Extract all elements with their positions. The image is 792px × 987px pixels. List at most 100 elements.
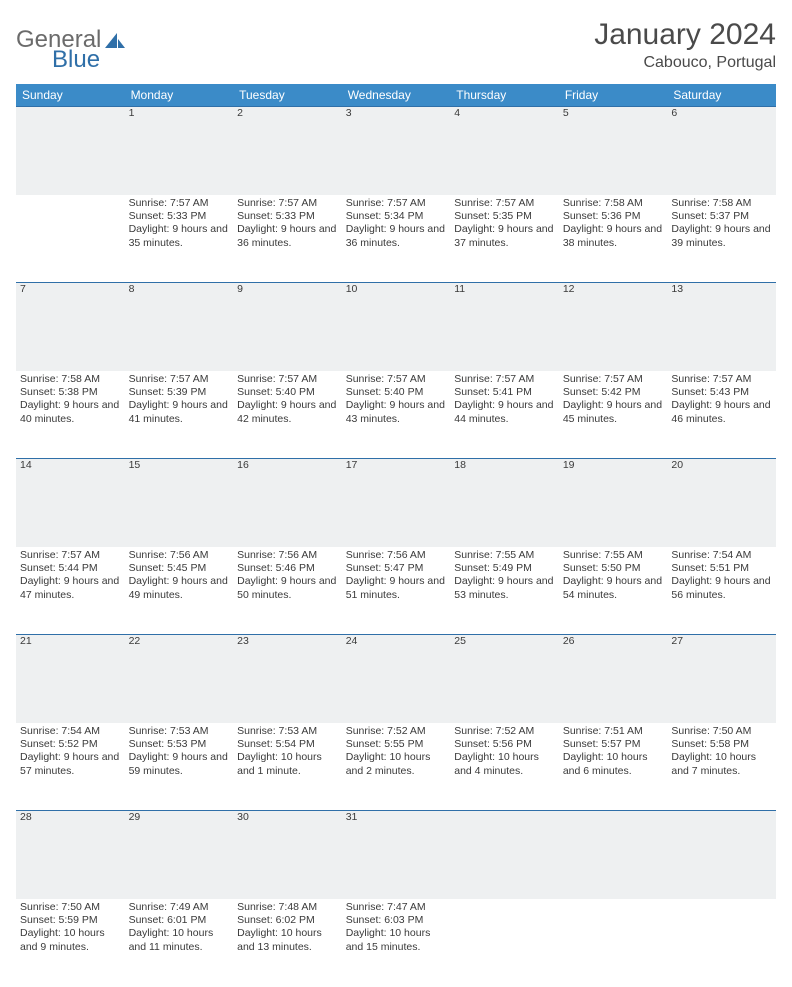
sunrise-text: Sunrise: 7:56 AM (346, 549, 447, 562)
sunrise-text: Sunrise: 7:52 AM (454, 725, 555, 738)
day-number: 6 (667, 107, 776, 195)
day-cell: Sunrise: 7:57 AMSunset: 5:35 PMDaylight:… (450, 195, 559, 283)
day-content-row: Sunrise: 7:57 AMSunset: 5:44 PMDaylight:… (16, 547, 776, 635)
daylight-text: Daylight: 10 hours and 11 minutes. (129, 927, 230, 954)
day-number: 7 (16, 283, 125, 371)
weekday-header: Thursday (450, 84, 559, 107)
daylight-text: Daylight: 9 hours and 38 minutes. (563, 223, 664, 250)
sunset-text: Sunset: 5:47 PM (346, 562, 447, 575)
day-cell: Sunrise: 7:57 AMSunset: 5:39 PMDaylight:… (125, 371, 234, 459)
day-cell: Sunrise: 7:58 AMSunset: 5:38 PMDaylight:… (16, 371, 125, 459)
day-cell: Sunrise: 7:56 AMSunset: 5:45 PMDaylight:… (125, 547, 234, 635)
daylight-text: Daylight: 10 hours and 6 minutes. (563, 751, 664, 778)
sunset-text: Sunset: 6:03 PM (346, 914, 447, 927)
day-cell: Sunrise: 7:50 AMSunset: 5:58 PMDaylight:… (667, 723, 776, 811)
sunset-text: Sunset: 5:46 PM (237, 562, 338, 575)
day-number: 19 (559, 459, 668, 547)
sunset-text: Sunset: 5:57 PM (563, 738, 664, 751)
day-number: 1 (125, 107, 234, 195)
day-cell: Sunrise: 7:56 AMSunset: 5:47 PMDaylight:… (342, 547, 451, 635)
day-number: 31 (342, 811, 451, 899)
sunset-text: Sunset: 6:02 PM (237, 914, 338, 927)
day-number: 27 (667, 635, 776, 723)
sunset-text: Sunset: 5:33 PM (237, 210, 338, 223)
day-number: 24 (342, 635, 451, 723)
day-cell: Sunrise: 7:47 AMSunset: 6:03 PMDaylight:… (342, 899, 451, 987)
day-number: 2 (233, 107, 342, 195)
day-cell: Sunrise: 7:56 AMSunset: 5:46 PMDaylight:… (233, 547, 342, 635)
day-cell: Sunrise: 7:58 AMSunset: 5:37 PMDaylight:… (667, 195, 776, 283)
sunrise-text: Sunrise: 7:47 AM (346, 901, 447, 914)
daylight-text: Daylight: 10 hours and 4 minutes. (454, 751, 555, 778)
day-number-row: 14151617181920 (16, 459, 776, 547)
day-number: 8 (125, 283, 234, 371)
daylight-text: Daylight: 9 hours and 42 minutes. (237, 399, 338, 426)
day-cell: Sunrise: 7:57 AMSunset: 5:34 PMDaylight:… (342, 195, 451, 283)
sunrise-text: Sunrise: 7:57 AM (454, 197, 555, 210)
daylight-text: Daylight: 9 hours and 50 minutes. (237, 575, 338, 602)
title-block: January 2024 Cabouco, Portugal (594, 18, 776, 72)
daylight-text: Daylight: 9 hours and 41 minutes. (129, 399, 230, 426)
sunset-text: Sunset: 5:58 PM (671, 738, 772, 751)
day-number: 25 (450, 635, 559, 723)
day-number: 23 (233, 635, 342, 723)
sunrise-text: Sunrise: 7:54 AM (671, 549, 772, 562)
day-number: 20 (667, 459, 776, 547)
daylight-text: Daylight: 9 hours and 39 minutes. (671, 223, 772, 250)
sunrise-text: Sunrise: 7:57 AM (671, 373, 772, 386)
daylight-text: Daylight: 9 hours and 53 minutes. (454, 575, 555, 602)
day-cell: Sunrise: 7:54 AMSunset: 5:52 PMDaylight:… (16, 723, 125, 811)
daylight-text: Daylight: 9 hours and 47 minutes. (20, 575, 121, 602)
daylight-text: Daylight: 9 hours and 43 minutes. (346, 399, 447, 426)
day-cell: Sunrise: 7:50 AMSunset: 5:59 PMDaylight:… (16, 899, 125, 987)
daylight-text: Daylight: 9 hours and 54 minutes. (563, 575, 664, 602)
sunrise-text: Sunrise: 7:57 AM (563, 373, 664, 386)
weekday-header-row: Sunday Monday Tuesday Wednesday Thursday… (16, 84, 776, 107)
sunrise-text: Sunrise: 7:56 AM (237, 549, 338, 562)
daylight-text: Daylight: 10 hours and 9 minutes. (20, 927, 121, 954)
day-cell: Sunrise: 7:55 AMSunset: 5:50 PMDaylight:… (559, 547, 668, 635)
sunrise-text: Sunrise: 7:49 AM (129, 901, 230, 914)
weekday-header: Monday (125, 84, 234, 107)
sunrise-text: Sunrise: 7:55 AM (454, 549, 555, 562)
location: Cabouco, Portugal (594, 54, 776, 72)
sunset-text: Sunset: 5:39 PM (129, 386, 230, 399)
daylight-text: Daylight: 9 hours and 46 minutes. (671, 399, 772, 426)
day-number: 28 (16, 811, 125, 899)
day-cell: Sunrise: 7:49 AMSunset: 6:01 PMDaylight:… (125, 899, 234, 987)
sunset-text: Sunset: 5:59 PM (20, 914, 121, 927)
sunrise-text: Sunrise: 7:50 AM (671, 725, 772, 738)
day-number: 22 (125, 635, 234, 723)
sunset-text: Sunset: 5:43 PM (671, 386, 772, 399)
day-number (667, 811, 776, 899)
sunrise-text: Sunrise: 7:57 AM (237, 373, 338, 386)
sunrise-text: Sunrise: 7:58 AM (671, 197, 772, 210)
sunrise-text: Sunrise: 7:53 AM (237, 725, 338, 738)
sunset-text: Sunset: 5:55 PM (346, 738, 447, 751)
daylight-text: Daylight: 10 hours and 7 minutes. (671, 751, 772, 778)
day-cell: Sunrise: 7:57 AMSunset: 5:33 PMDaylight:… (233, 195, 342, 283)
sunrise-text: Sunrise: 7:51 AM (563, 725, 664, 738)
weekday-header: Tuesday (233, 84, 342, 107)
logo-sail-icon (104, 30, 126, 50)
logo-text-blue: Blue (52, 46, 100, 74)
sunrise-text: Sunrise: 7:57 AM (346, 373, 447, 386)
day-cell: Sunrise: 7:57 AMSunset: 5:43 PMDaylight:… (667, 371, 776, 459)
weekday-header: Friday (559, 84, 668, 107)
sunset-text: Sunset: 5:37 PM (671, 210, 772, 223)
day-cell: Sunrise: 7:52 AMSunset: 5:55 PMDaylight:… (342, 723, 451, 811)
day-number: 21 (16, 635, 125, 723)
sunrise-text: Sunrise: 7:57 AM (129, 197, 230, 210)
sunset-text: Sunset: 5:50 PM (563, 562, 664, 575)
sunrise-text: Sunrise: 7:57 AM (237, 197, 338, 210)
day-cell: Sunrise: 7:57 AMSunset: 5:42 PMDaylight:… (559, 371, 668, 459)
day-cell (667, 899, 776, 987)
day-number-row: 123456 (16, 107, 776, 195)
day-content-row: Sunrise: 7:57 AMSunset: 5:33 PMDaylight:… (16, 195, 776, 283)
day-number-row: 78910111213 (16, 283, 776, 371)
daylight-text: Daylight: 9 hours and 57 minutes. (20, 751, 121, 778)
day-number: 11 (450, 283, 559, 371)
day-number: 4 (450, 107, 559, 195)
sunrise-text: Sunrise: 7:53 AM (129, 725, 230, 738)
day-number: 5 (559, 107, 668, 195)
